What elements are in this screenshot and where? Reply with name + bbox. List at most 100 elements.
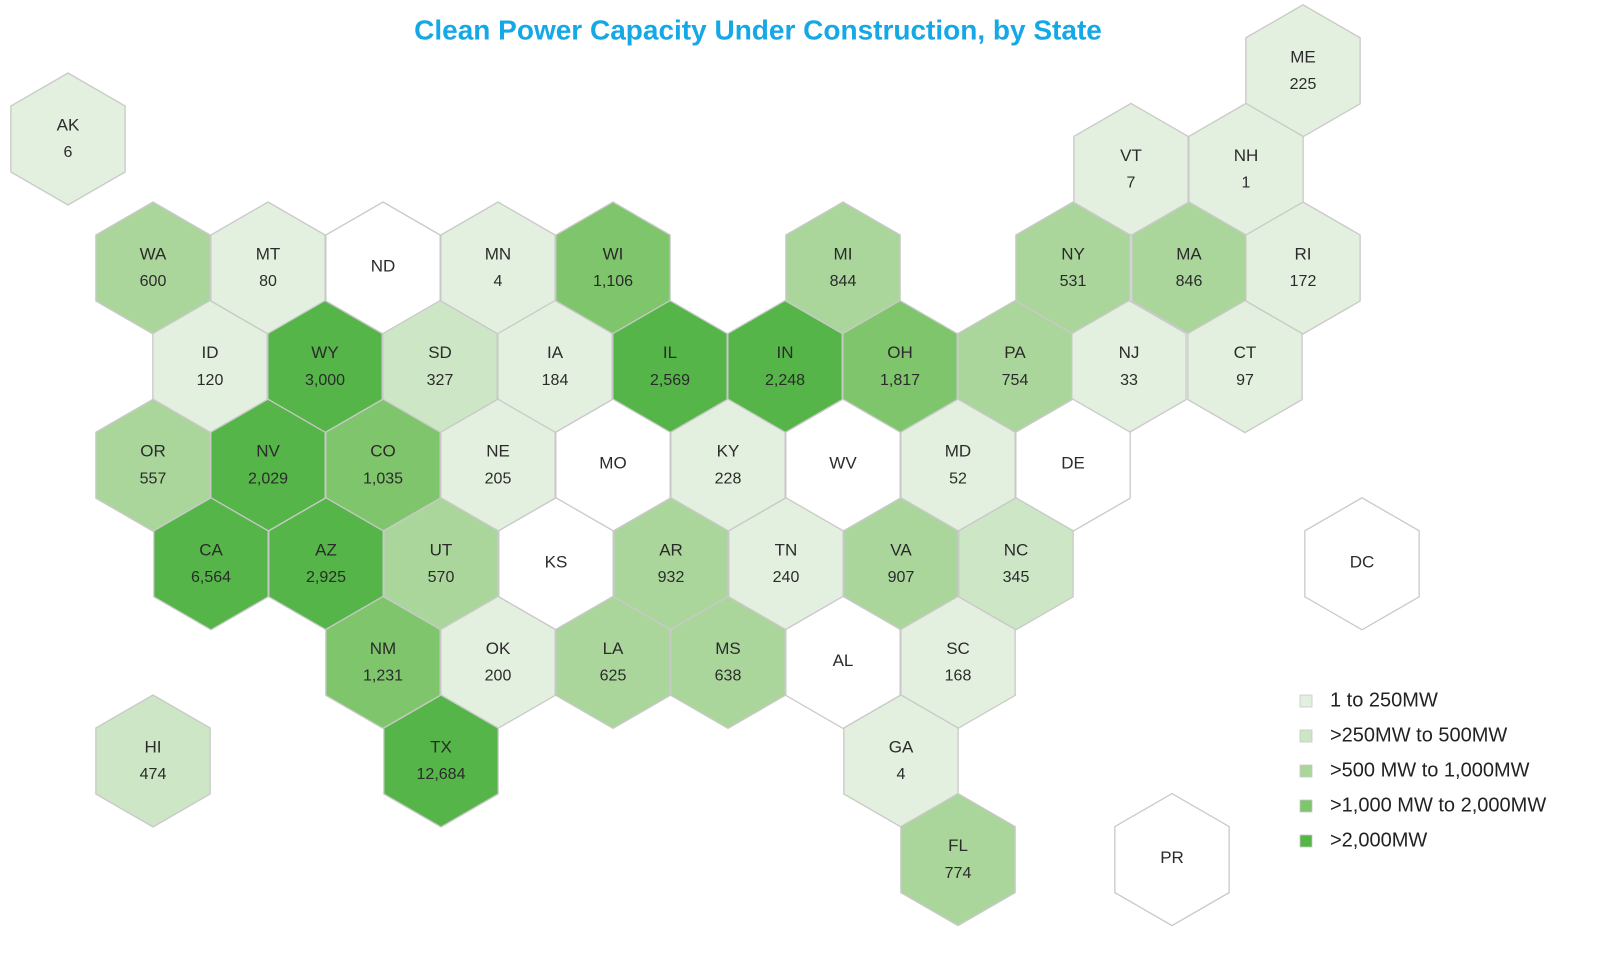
state-label: WY (311, 343, 338, 362)
state-hex (1304, 497, 1420, 631)
state-label: IA (547, 343, 564, 362)
value-label: 2,569 (650, 372, 690, 389)
state-hex (10, 72, 126, 206)
legend-label: >250MW to 500MW (1330, 724, 1507, 746)
legend-label: >1,000 MW to 2,000MW (1330, 794, 1546, 816)
value-label: 844 (830, 273, 857, 290)
value-label: 6 (64, 144, 73, 161)
state-label: ID (202, 343, 219, 362)
state-label: DC (1350, 552, 1375, 571)
state-hex (1114, 792, 1230, 927)
state-label: MS (715, 639, 741, 658)
state-hex (670, 595, 786, 730)
state-hex (95, 398, 211, 532)
value-label: 846 (1176, 273, 1203, 290)
state-label: NE (486, 442, 510, 461)
value-label: 168 (945, 668, 972, 685)
value-label: 2,248 (765, 372, 805, 389)
state-label: CT (1234, 343, 1257, 362)
state-label: ME (1290, 47, 1316, 66)
value-label: 97 (1236, 372, 1254, 389)
state-label: ND (371, 256, 396, 275)
value-label: 754 (1002, 372, 1029, 389)
value-label: 33 (1120, 372, 1138, 389)
legend-label: >2,000MW (1330, 829, 1427, 851)
value-label: 80 (259, 273, 277, 290)
value-label: 4 (494, 273, 503, 290)
state-hex (555, 595, 671, 730)
state-hex (1187, 299, 1303, 434)
state-label: HI (145, 737, 162, 756)
value-label: 172 (1290, 273, 1317, 290)
state-label: MO (599, 454, 626, 473)
state-label: IL (663, 343, 677, 362)
legend-swatch (1299, 834, 1313, 848)
value-label: 184 (542, 372, 569, 389)
value-label: 1,817 (880, 372, 920, 389)
state-label: AR (659, 540, 683, 559)
state-label: OH (887, 343, 913, 362)
value-label: 625 (600, 668, 627, 685)
value-label: 557 (140, 470, 167, 487)
state-label: UT (430, 540, 453, 559)
state-label: MI (834, 244, 853, 263)
state-label: VA (890, 540, 912, 559)
legend-label: >500 MW to 1,000MW (1330, 759, 1530, 781)
value-label: 774 (945, 865, 972, 882)
state-label: TX (430, 737, 452, 756)
value-label: 6,564 (191, 569, 231, 586)
state-hex (900, 792, 1016, 927)
state-label: TN (775, 540, 798, 559)
state-label: MA (1176, 244, 1202, 263)
value-label: 327 (427, 372, 454, 389)
value-label: 600 (140, 273, 167, 290)
state-label: CA (199, 540, 223, 559)
state-label: NC (1004, 540, 1029, 559)
value-label: 240 (773, 569, 800, 586)
state-label: NM (370, 639, 396, 658)
value-label: 2,029 (248, 470, 288, 487)
legend-swatch (1299, 694, 1313, 708)
state-label: PA (1004, 343, 1026, 362)
value-label: 228 (715, 470, 742, 487)
state-hex (958, 497, 1074, 631)
state-hex (95, 694, 211, 828)
state-label: SC (946, 639, 970, 658)
value-label: 907 (888, 569, 915, 586)
state-label: MD (945, 442, 971, 461)
value-label: 12,684 (417, 766, 466, 783)
state-label: WA (140, 244, 167, 263)
state-hex (1073, 102, 1189, 237)
value-label: 345 (1003, 569, 1030, 586)
value-label: 474 (140, 766, 167, 783)
state-label: RI (1295, 244, 1312, 263)
state-label: LA (603, 639, 624, 658)
value-label: 531 (1060, 273, 1087, 290)
state-label: AZ (315, 540, 337, 559)
state-label: NV (256, 442, 280, 461)
value-label: 205 (485, 470, 512, 487)
state-label: WI (603, 244, 624, 263)
state-label: AL (833, 651, 854, 670)
value-label: 225 (1290, 76, 1317, 93)
value-label: 570 (428, 569, 455, 586)
state-label: SD (428, 343, 452, 362)
value-label: 1,035 (363, 470, 403, 487)
state-label: NY (1061, 244, 1085, 263)
state-label: NJ (1119, 343, 1140, 362)
legend-swatch (1299, 799, 1313, 813)
value-label: 200 (485, 668, 512, 685)
value-label: 1 (1242, 175, 1251, 192)
value-label: 52 (949, 470, 967, 487)
legend-swatch (1299, 729, 1313, 743)
value-label: 4 (897, 766, 906, 783)
legend-swatch (1299, 764, 1313, 778)
state-label: DE (1061, 454, 1085, 473)
value-label: 3,000 (305, 372, 345, 389)
value-label: 1,106 (593, 273, 633, 290)
state-label: GA (889, 737, 914, 756)
state-label: MN (485, 244, 511, 263)
state-label: KY (717, 442, 740, 461)
